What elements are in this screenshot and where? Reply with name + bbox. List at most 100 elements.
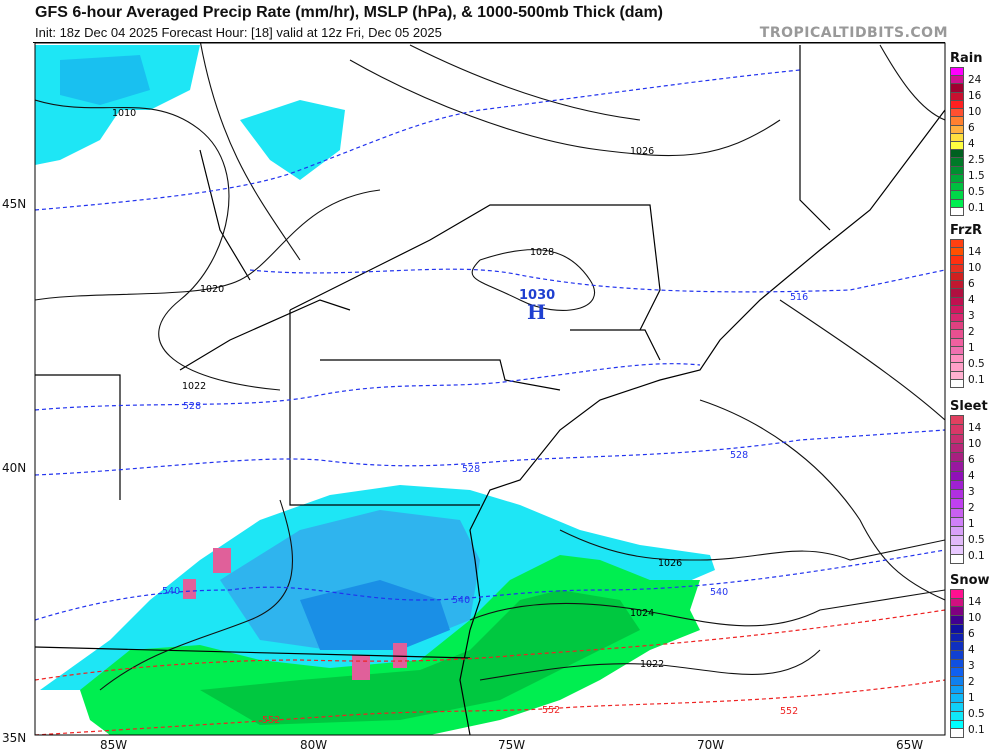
legend-swatch bbox=[950, 606, 964, 616]
legend-swatch bbox=[950, 321, 964, 330]
isobar-label: 1026 bbox=[658, 558, 682, 569]
legend-swatch bbox=[950, 329, 964, 338]
thickness-label: 540 bbox=[162, 586, 180, 597]
legend-title: FrzR bbox=[950, 223, 983, 238]
legend-swatch bbox=[950, 354, 964, 363]
legend-swatch bbox=[950, 116, 964, 125]
legend-swatch bbox=[950, 684, 964, 694]
legend-title: Rain bbox=[950, 51, 983, 66]
legend-swatch bbox=[950, 206, 964, 215]
legend-swatch bbox=[950, 597, 964, 607]
legend-swatch bbox=[950, 632, 964, 642]
legend-label: 0.1 bbox=[968, 374, 985, 386]
legend-swatch bbox=[950, 198, 964, 207]
thickness-label: 528 bbox=[462, 464, 480, 475]
lat-label-45n: 45N bbox=[2, 197, 27, 211]
map-title: GFS 6-hour Averaged Precip Rate (mm/hr),… bbox=[35, 4, 664, 21]
legend-swatch bbox=[950, 702, 964, 711]
legend-label: 4 bbox=[968, 644, 975, 656]
legend-label: 4 bbox=[968, 294, 975, 306]
legend-label: 10 bbox=[968, 612, 982, 624]
legend-swatch bbox=[950, 149, 964, 158]
thickness-label: 528 bbox=[730, 450, 748, 461]
legend-swatch bbox=[950, 693, 964, 703]
legend-label: 0.5 bbox=[968, 534, 985, 546]
high-pressure-symbol: H bbox=[527, 300, 546, 324]
high-pressure-value: 1030 bbox=[519, 288, 555, 303]
legend-swatch bbox=[950, 452, 964, 462]
legend-swatch bbox=[950, 280, 964, 289]
legend-label: 2 bbox=[968, 502, 975, 514]
legend-swatch bbox=[950, 728, 964, 737]
legend-swatch bbox=[950, 516, 964, 526]
legend-frzr: FrzR 14 10 6 4 3 2 1 0.5 0.1 bbox=[950, 222, 998, 389]
legend-title: Sleet bbox=[950, 399, 988, 414]
credit-watermark: TROPICALTIDBITS.COM bbox=[759, 25, 948, 41]
lat-label-40n: 40N bbox=[2, 461, 27, 475]
legend-snow: Snow 14 10 6 4 3 2 1 0.5 0.1 bbox=[950, 572, 998, 739]
legend-swatch bbox=[950, 255, 964, 264]
legend-swatch bbox=[950, 296, 964, 305]
isobar-label: 1020 bbox=[200, 284, 224, 295]
legend-swatch bbox=[950, 676, 964, 685]
legend-swatch bbox=[950, 140, 964, 150]
legend-swatch bbox=[950, 658, 964, 668]
legend-swatch bbox=[950, 544, 964, 554]
legend-label: 2 bbox=[968, 676, 975, 688]
snow-area-north-2 bbox=[240, 100, 345, 180]
legend-label: 3 bbox=[968, 486, 975, 498]
legend-swatch bbox=[950, 589, 964, 598]
legend-sleet: Sleet 14 10 6 4 3 2 1 0.5 0.1 bbox=[950, 398, 998, 565]
legend-swatch bbox=[950, 479, 964, 489]
thickness-label: 540 bbox=[710, 587, 728, 598]
legend-swatch bbox=[950, 649, 964, 659]
legend-swatch bbox=[950, 433, 964, 443]
legend-swatch bbox=[950, 99, 964, 109]
legend-swatch bbox=[950, 667, 964, 677]
legend-swatch bbox=[950, 165, 964, 174]
legend-label: 10 bbox=[968, 262, 982, 274]
legend-label: 1 bbox=[968, 692, 975, 704]
legend-swatch bbox=[950, 507, 964, 517]
legend-swatch bbox=[950, 370, 964, 379]
legend-swatch bbox=[950, 124, 964, 133]
legend-swatch bbox=[950, 157, 964, 166]
legend-label: 14 bbox=[968, 246, 982, 258]
mix-area bbox=[213, 548, 231, 573]
legend-swatch bbox=[950, 641, 964, 650]
thickness-label: 552 bbox=[542, 705, 560, 716]
legend-swatch bbox=[950, 67, 964, 76]
isobar-label: 1010 bbox=[112, 108, 136, 119]
legend-swatch bbox=[950, 83, 964, 92]
legend-swatch bbox=[950, 173, 964, 183]
legend-label: 2 bbox=[968, 326, 975, 338]
lon-label-75w: 75W bbox=[498, 738, 526, 752]
legend-label: 0.1 bbox=[968, 202, 985, 214]
legend-swatch bbox=[950, 75, 964, 84]
legend-swatch bbox=[950, 337, 964, 346]
legend-label: 1 bbox=[968, 342, 975, 354]
legend-swatch bbox=[950, 362, 964, 371]
isobar-label: 1028 bbox=[530, 247, 554, 258]
legend-label: 6 bbox=[968, 628, 975, 640]
legend-swatch bbox=[950, 378, 964, 387]
forecast-info: Init: 18z Dec 04 2025 Forecast Hour: [18… bbox=[35, 25, 442, 40]
legend-swatch bbox=[950, 415, 964, 425]
legend-swatch bbox=[950, 345, 964, 355]
lon-label-70w: 70W bbox=[697, 738, 725, 752]
legend-label: 6 bbox=[968, 122, 975, 134]
thickness-label: 516 bbox=[790, 292, 808, 303]
lon-label-85w: 85W bbox=[100, 738, 128, 752]
legend-label: 0.1 bbox=[968, 724, 985, 736]
legend-label: 0.5 bbox=[968, 358, 985, 370]
legend-label: 4 bbox=[968, 138, 975, 150]
legend-swatch bbox=[950, 91, 964, 100]
isobar-label: 1024 bbox=[630, 608, 654, 619]
legend-label: 2.5 bbox=[968, 154, 985, 166]
legend-label: 3 bbox=[968, 660, 975, 672]
legend-label: 0.5 bbox=[968, 708, 985, 720]
legend-swatch bbox=[950, 719, 964, 729]
lon-label-80w: 80W bbox=[300, 738, 328, 752]
legend-label: 6 bbox=[968, 278, 975, 290]
legend-label: 1.5 bbox=[968, 170, 985, 182]
